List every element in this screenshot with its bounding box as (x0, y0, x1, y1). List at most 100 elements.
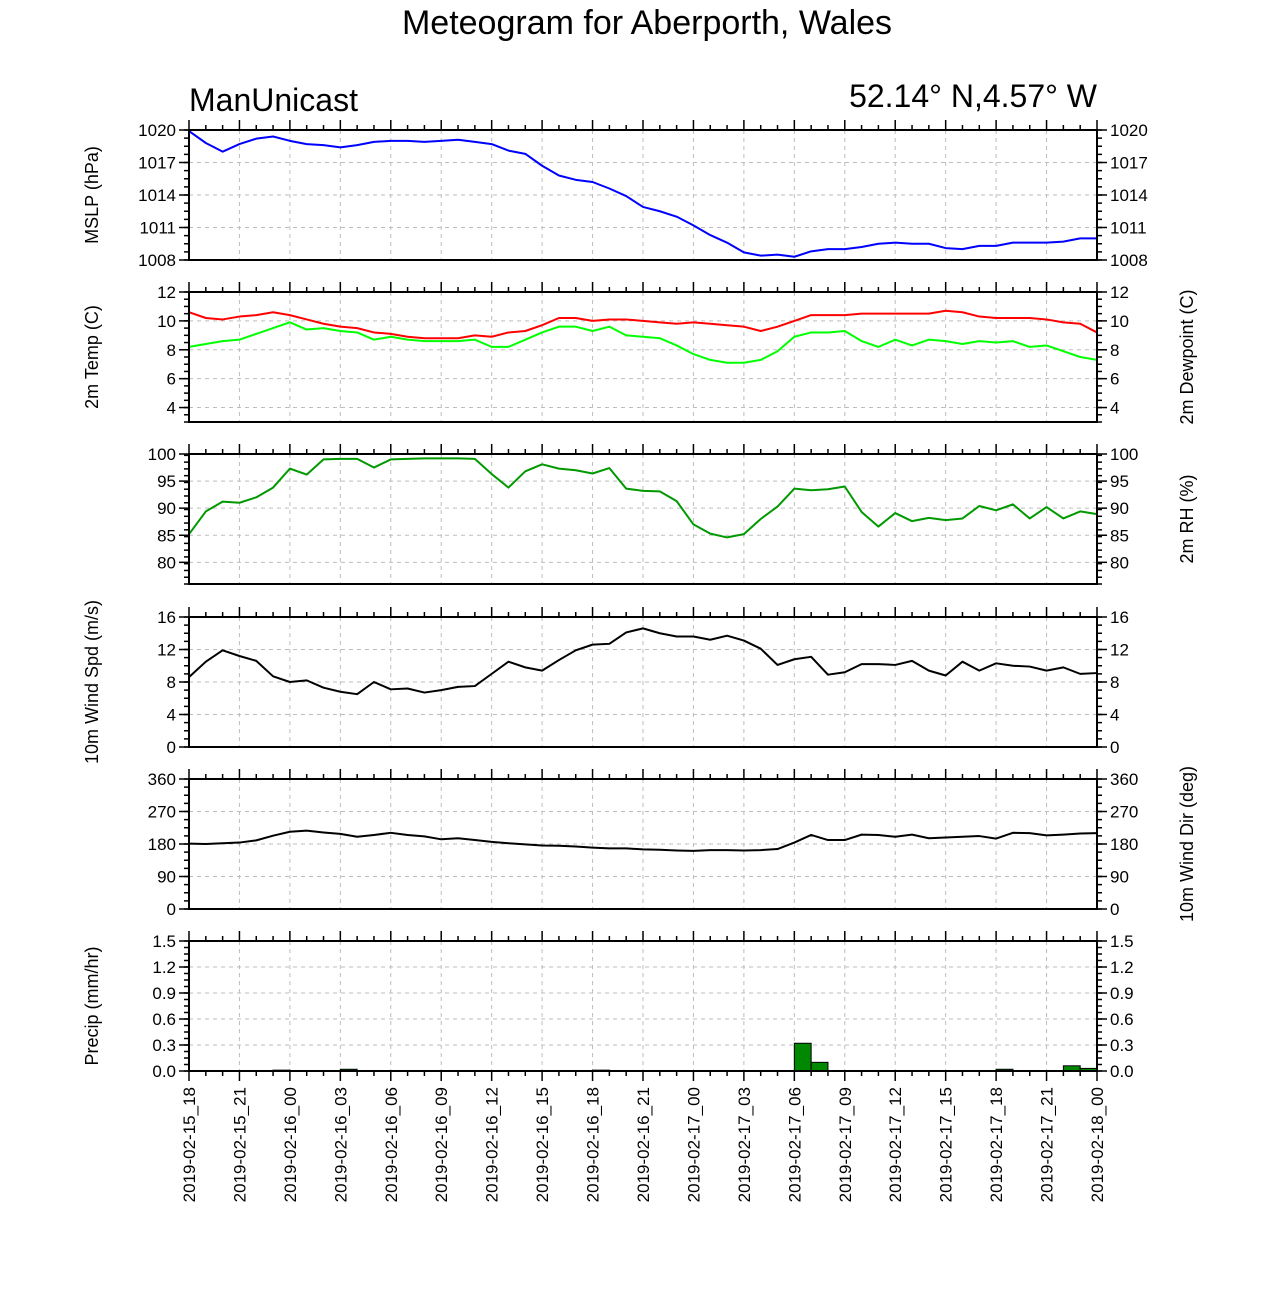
model-label: ManUnicast (189, 82, 358, 118)
y-axis-title-left: 2m Temp (C) (82, 305, 102, 409)
y-tick-label-right: 1020 (1110, 121, 1148, 140)
y-tick-label-right: 6 (1110, 370, 1119, 389)
y-tick-label-left: 12 (157, 283, 176, 302)
y-tick-label-right: 10 (1110, 312, 1129, 331)
y-tick-label-right: 0.6 (1110, 1010, 1134, 1029)
y-tick-label-right: 1017 (1110, 154, 1148, 173)
y-tick-label-right: 12 (1110, 641, 1129, 660)
y-tick-label-right: 1014 (1110, 186, 1148, 205)
panel-frame (188, 778, 1098, 910)
y-axis-title-right: 10m Wind Dir (deg) (1177, 766, 1197, 922)
y-tick-label-left: 16 (157, 608, 176, 627)
precip-bar (810, 1061, 829, 1072)
series-temp-0 (188, 309, 1098, 340)
y-tick-label-right: 8 (1110, 341, 1119, 360)
x-tick-label: 2019-02-16_21 (634, 1087, 653, 1202)
x-tick-label: 2019-02-16_09 (432, 1087, 451, 1202)
y-tick-label-left: 4 (167, 399, 176, 418)
y-tick-label-right: 0.9 (1110, 984, 1134, 1003)
panel-temp: 4 4 6 6 8 8 10 10 12 12 2m Temp (C) 2m Dewpoint (C) (82, 282, 1197, 425)
precip-bar (793, 1042, 812, 1072)
panel-precip: 0.0 0.0 0.3 0.3 0.6 0.6 0.9 0.9 1.2 1.2 1.5 1.5 Prec… (82, 931, 1134, 1081)
x-tick-label: 2019-02-16_00 (281, 1087, 300, 1202)
chart-title: Meteogram for Aberporth, Wales (402, 4, 892, 42)
y-axis-title-left: Precip (mm/hr) (82, 946, 102, 1065)
panel-wind_spd: 0 0 4 4 8 8 12 12 16 16 10m Wind Spd (m/s) (82, 600, 1129, 764)
x-tick-label: 2019-02-17_15 (937, 1087, 956, 1202)
y-tick-label-left: 8 (167, 673, 176, 692)
x-tick-label: 2019-02-17_06 (785, 1087, 804, 1202)
y-tick-label-right: 180 (1110, 835, 1138, 854)
x-tick-label: 2019-02-17_09 (836, 1087, 855, 1202)
y-tick-label-left: 0.6 (152, 1010, 176, 1029)
y-tick-label-left: 1.2 (152, 958, 176, 977)
y-tick-label-left: 1011 (139, 219, 176, 238)
panel-wind_dir: 0 0 90 90 180 180 270 270 360 360 10m Wind Dir (de… (148, 766, 1197, 922)
series-wind_dir-0 (188, 829, 1098, 852)
panel-rh: 80 80 85 85 90 90 95 95 100 100 2m RH (%) (148, 444, 1197, 585)
x-tick-label: 2019-02-17_18 (987, 1087, 1006, 1202)
x-tick-label: 2019-02-17_00 (684, 1087, 703, 1202)
y-tick-label-left: 180 (148, 835, 176, 854)
y-tick-label-left: 0 (167, 738, 176, 757)
x-tick-label: 2019-02-18_00 (1088, 1087, 1107, 1202)
y-tick-label-left: 10 (157, 312, 176, 331)
y-tick-label-left: 1017 (138, 154, 176, 173)
y-tick-label-right: 16 (1110, 608, 1129, 627)
y-tick-label-left: 1008 (138, 251, 176, 270)
y-tick-label-right: 12 (1110, 283, 1129, 302)
y-tick-label-left: 0 (167, 900, 176, 919)
y-tick-label-left: 12 (157, 641, 176, 660)
y-tick-label-left: 1020 (138, 121, 176, 140)
panel-frame (188, 616, 1098, 748)
y-tick-label-left: 360 (148, 770, 176, 789)
location-label: 52.14° N,4.57° W (849, 78, 1098, 114)
y-tick-label-right: 360 (1110, 770, 1138, 789)
y-tick-label-right: 0 (1110, 900, 1119, 919)
y-tick-label-right: 80 (1110, 553, 1129, 572)
x-tick-label: 2019-02-17_21 (1038, 1087, 1057, 1202)
y-tick-label-right: 1.5 (1110, 932, 1134, 951)
y-tick-label-right: 270 (1110, 803, 1138, 822)
x-tick-label: 2019-02-17_12 (886, 1087, 905, 1202)
x-tick-label: 2019-02-15_21 (230, 1087, 249, 1202)
series-temp-1 (188, 321, 1098, 364)
time-axis: 2019-02-15_18 2019-02-15_21 2019-02-16_00 2… (180, 1071, 1107, 1202)
y-tick-label-right: 0.3 (1110, 1036, 1134, 1055)
y-tick-label-right: 0.0 (1110, 1062, 1134, 1081)
y-tick-label-left: 6 (167, 370, 176, 389)
x-tick-label: 2019-02-16_03 (331, 1087, 350, 1202)
y-axis-title-left: MSLP (hPa) (82, 146, 102, 244)
series-rh-0 (188, 457, 1098, 539)
y-tick-label-left: 0.9 (152, 984, 176, 1003)
panel-frame (188, 129, 1098, 261)
y-tick-label-left: 0.0 (152, 1062, 176, 1081)
y-tick-label-right: 8 (1110, 673, 1119, 692)
y-tick-label-right: 0 (1110, 738, 1119, 757)
y-tick-label-right: 1.2 (1110, 958, 1134, 977)
y-tick-label-right: 90 (1110, 499, 1129, 518)
y-tick-label-left: 0.3 (152, 1036, 176, 1055)
y-tick-label-right: 95 (1110, 472, 1129, 491)
panel-mslp: 1008 1008 1011 1011 1014 1014 1017 1017 1020 1020… (82, 120, 1148, 270)
y-tick-label-left: 8 (167, 341, 176, 360)
y-axis-title-left: 10m Wind Spd (m/s) (82, 600, 102, 764)
y-tick-label-left: 100 (148, 445, 176, 464)
x-tick-label: 2019-02-16_15 (533, 1087, 552, 1202)
series-wind_spd-0 (188, 627, 1098, 696)
y-tick-label-left: 95 (157, 472, 176, 491)
y-tick-label-left: 85 (157, 526, 176, 545)
series-mslp-0 (188, 130, 1097, 258)
y-tick-label-left: 90 (157, 499, 176, 518)
y-tick-label-left: 80 (157, 553, 176, 572)
panel-frame (188, 291, 1098, 423)
y-tick-label-left: 4 (167, 706, 176, 725)
y-tick-label-right: 85 (1110, 526, 1129, 545)
y-tick-label-right: 1011 (1110, 219, 1147, 238)
y-tick-label-right: 90 (1110, 868, 1129, 887)
panel-frame (188, 453, 1098, 585)
y-tick-label-left: 270 (148, 803, 176, 822)
x-tick-label: 2019-02-16_06 (382, 1087, 401, 1202)
